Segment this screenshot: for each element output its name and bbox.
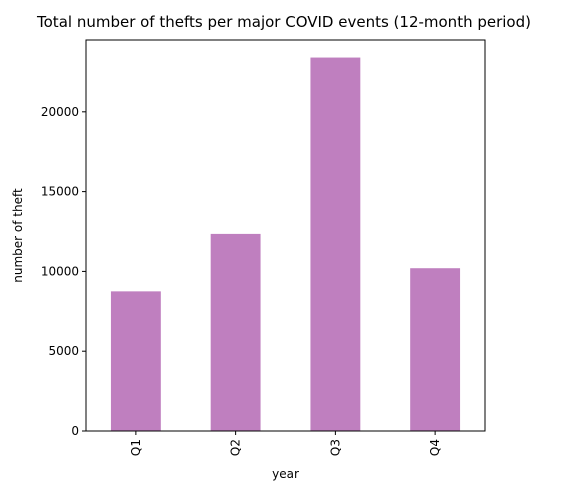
plot-frame (85, 39, 486, 432)
x-tick-label: Q3 (328, 439, 342, 456)
y-tick-label: 15000 (41, 185, 79, 199)
x-axis-label: year (272, 467, 299, 481)
y-tick-label: 20000 (41, 105, 79, 119)
bar-q1 (110, 291, 161, 431)
y-tick-label: 0 (71, 424, 79, 438)
bar-q3 (310, 57, 361, 431)
y-axis-label: number of theft (11, 188, 25, 283)
x-axis: Q1 Q2 Q3 Q4 (129, 431, 442, 456)
y-tick-label: 5000 (48, 344, 79, 358)
bars-group (110, 57, 461, 431)
x-tick-label: Q2 (229, 439, 243, 456)
y-tick-label: 10000 (41, 264, 79, 278)
y-axis: 0 5000 10000 15000 20000 (41, 105, 86, 438)
x-tick-label: Q1 (129, 439, 143, 456)
x-tick-label: Q4 (428, 439, 442, 456)
bar-q4 (410, 268, 461, 431)
chart-title: Total number of thefts per major COVID e… (36, 13, 531, 31)
bar-q2 (210, 233, 261, 431)
